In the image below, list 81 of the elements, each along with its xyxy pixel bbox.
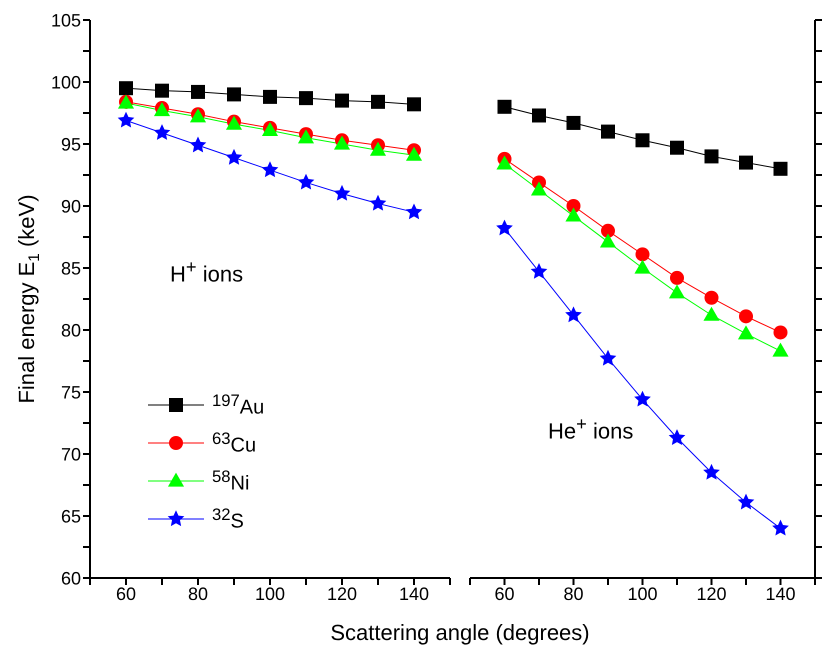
y-tick-label: 90 xyxy=(60,196,81,216)
point xyxy=(227,87,241,102)
point xyxy=(262,161,278,178)
point xyxy=(334,184,350,201)
annotation: He$^{+}$ ions xyxy=(548,413,634,444)
point xyxy=(739,309,753,324)
point xyxy=(704,149,718,164)
point xyxy=(119,81,133,96)
y-tick-label: 85 xyxy=(60,258,81,278)
x-tick-label: 100 xyxy=(254,584,286,604)
point xyxy=(703,464,720,480)
point xyxy=(670,140,684,155)
annotation: H$^{+}$ ions xyxy=(170,256,244,288)
point xyxy=(155,84,169,98)
y-tick-label: 65 xyxy=(60,506,81,526)
point xyxy=(739,156,753,170)
point xyxy=(668,284,686,298)
point xyxy=(406,146,422,161)
y-tick-label: 95 xyxy=(60,134,81,154)
x-axis-title: Scattering angle (degrees) xyxy=(329,620,591,646)
point xyxy=(703,306,720,321)
point xyxy=(634,260,651,274)
x-tick-label: 60 xyxy=(116,584,136,604)
x-tick-label: 80 xyxy=(188,584,208,604)
legend-label: $^{58}$Ni xyxy=(212,466,250,496)
point xyxy=(636,247,650,262)
x-tick-label: 100 xyxy=(627,584,658,604)
point xyxy=(530,181,548,196)
y-tick-label: 105 xyxy=(50,10,81,30)
point xyxy=(634,390,651,407)
y-tick-label: 70 xyxy=(60,444,81,464)
y-tick-label: 75 xyxy=(60,382,81,402)
point xyxy=(154,124,170,140)
y-tick-label: 80 xyxy=(60,320,81,340)
legend-label: $^{197}$Au xyxy=(212,390,264,420)
point xyxy=(704,290,718,305)
y-tick-label: 100 xyxy=(50,72,81,92)
point xyxy=(226,148,242,165)
point xyxy=(530,262,548,279)
point xyxy=(298,174,314,190)
point xyxy=(496,220,513,236)
point xyxy=(370,142,386,156)
point xyxy=(600,234,616,248)
point xyxy=(406,203,422,220)
legend-label: $^{32}$S xyxy=(212,504,244,534)
legend-label: $^{63}$Cu xyxy=(212,428,256,458)
y-tick-label: 60 xyxy=(60,568,81,588)
x-tick-label: 60 xyxy=(494,584,515,604)
point xyxy=(600,350,616,366)
point xyxy=(334,136,350,150)
point xyxy=(335,94,349,108)
x-tick-label: 120 xyxy=(696,584,727,604)
x-tick-label: 140 xyxy=(398,584,430,604)
point xyxy=(668,429,686,445)
point xyxy=(601,224,615,238)
x-tick-label: 140 xyxy=(765,584,796,604)
point xyxy=(566,116,580,130)
point xyxy=(670,270,684,285)
point xyxy=(774,162,788,176)
point xyxy=(407,97,421,112)
x-tick-label: 80 xyxy=(563,584,584,604)
point xyxy=(565,306,582,322)
point xyxy=(565,208,582,222)
point xyxy=(636,133,650,148)
point xyxy=(772,520,789,536)
x-tick-label: 120 xyxy=(326,584,358,604)
point xyxy=(532,108,546,122)
point xyxy=(299,91,313,106)
point xyxy=(118,112,134,128)
point xyxy=(371,94,385,109)
point xyxy=(370,194,386,211)
point xyxy=(191,84,205,99)
point xyxy=(190,136,206,152)
point xyxy=(738,325,754,340)
point xyxy=(738,494,754,510)
point xyxy=(772,342,789,357)
point xyxy=(263,90,277,104)
point xyxy=(774,325,788,340)
point xyxy=(496,155,513,170)
point xyxy=(601,124,615,139)
point xyxy=(498,100,512,114)
